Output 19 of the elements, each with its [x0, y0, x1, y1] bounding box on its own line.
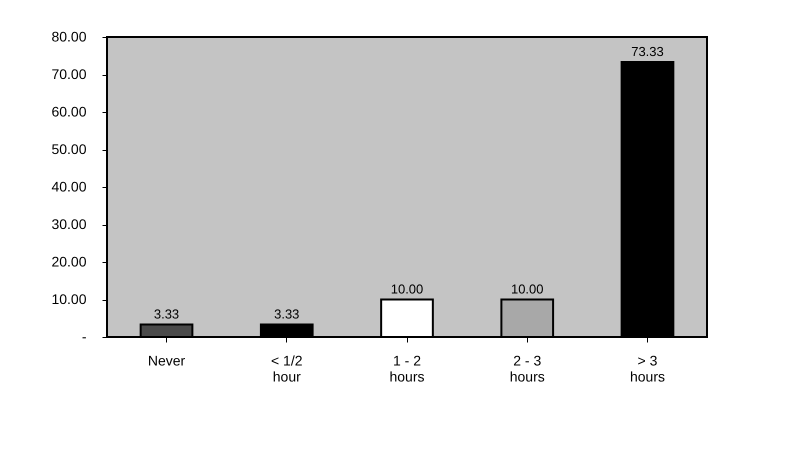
data-label: 3.33: [154, 306, 180, 322]
x-tick-label: > 3 hours: [630, 352, 665, 384]
y-tick-label: 70.00: [51, 66, 87, 82]
y-tick-label: 50.00: [51, 141, 87, 157]
y-tick-label: 40.00: [51, 178, 87, 194]
y-tick-label: 30.00: [51, 216, 87, 232]
y-tick-label: -: [82, 328, 87, 344]
data-label: 3.33: [274, 306, 300, 322]
x-tick-label: Never: [148, 352, 186, 368]
data-label: 10.00: [510, 282, 544, 296]
y-tick-label: 60.00: [51, 104, 87, 120]
x-tick-label: 1 - 2 hours: [389, 352, 425, 384]
y-tick-label: 10.00: [51, 291, 87, 307]
y-tick-label: 20.00: [51, 254, 87, 270]
data-label: 10.00: [390, 282, 424, 296]
data-label: 73.33: [631, 44, 664, 60]
y-tick-label: 80.00: [51, 28, 87, 44]
x-tick-label: < 1/2 hour: [270, 352, 303, 384]
x-tick-label: 2 - 3 hours: [510, 352, 545, 384]
